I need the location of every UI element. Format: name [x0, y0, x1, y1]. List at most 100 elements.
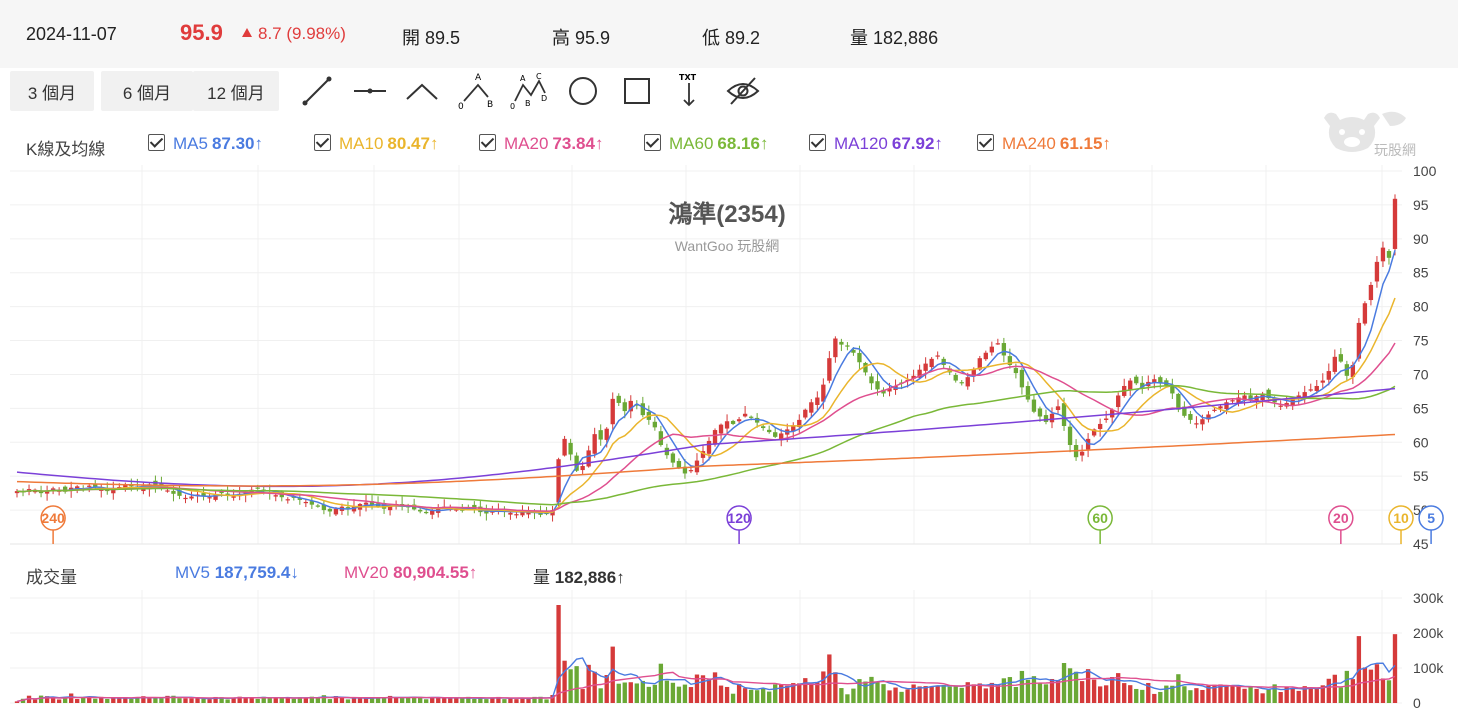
candle-body — [706, 440, 712, 454]
candle-body — [1079, 451, 1085, 456]
candle-body — [363, 502, 369, 505]
rectangle-tool-icon[interactable] — [617, 71, 657, 111]
range-3m-button[interactable]: 3 個月 — [10, 71, 94, 111]
ma60-line — [16, 384, 1396, 506]
candle-body — [1134, 376, 1139, 384]
candle-body — [1007, 356, 1013, 365]
ma20-toggle[interactable]: MA20 73.84↑ — [479, 134, 603, 154]
volume-bar — [779, 684, 784, 703]
candle-body — [1097, 423, 1103, 430]
ma10-toggle[interactable]: MA10 80.47↑ — [314, 134, 438, 154]
volume-bar — [351, 697, 357, 703]
candle-body — [117, 487, 122, 489]
ma240-toggle[interactable]: MA240 61.15↑ — [977, 134, 1111, 154]
volume-bar — [297, 697, 302, 703]
volume-bar — [399, 698, 405, 703]
candle-body — [333, 508, 339, 515]
volume-bar — [44, 696, 50, 703]
candle-body — [1278, 405, 1283, 407]
candle-body — [1025, 386, 1031, 400]
candle-body — [965, 377, 970, 387]
candle-body — [574, 455, 579, 471]
mv5-value: 187,759.4 — [214, 563, 291, 582]
candle-body — [676, 461, 682, 469]
ma120-toggle[interactable]: MA120 67.92↑ — [809, 134, 943, 154]
volume-bar — [773, 684, 778, 703]
candle-body — [1037, 408, 1043, 417]
volume-bar — [1212, 684, 1217, 703]
candle-body — [430, 510, 435, 515]
candle-body — [1019, 369, 1025, 388]
volume-bar — [99, 696, 104, 703]
volume-bar — [207, 699, 212, 703]
volume-bar — [375, 697, 381, 703]
candle-body — [1212, 409, 1217, 411]
candle-body — [62, 486, 68, 492]
volume-bar — [929, 686, 934, 703]
candle-body — [959, 382, 964, 384]
volume-bar — [381, 697, 387, 703]
ma20-label: MA20 — [504, 134, 549, 153]
candle-body — [640, 403, 645, 416]
volume-bar — [333, 696, 339, 703]
volume-bar — [249, 697, 254, 703]
checkbox-icon[interactable] — [644, 134, 661, 151]
volume-bar — [1013, 686, 1019, 703]
period-marker-label: 240 — [41, 510, 65, 526]
volume-bar — [610, 646, 615, 703]
horizontal-line-tool-icon[interactable] — [350, 71, 390, 111]
volume-bar — [989, 682, 994, 703]
candle-body — [700, 451, 706, 458]
angle-tool-icon[interactable] — [402, 71, 442, 111]
candle-body — [1116, 395, 1121, 408]
checkbox-icon[interactable] — [479, 134, 496, 151]
candle-body — [1236, 397, 1241, 403]
candle-body — [911, 375, 916, 379]
candle-body — [568, 442, 573, 455]
range-6m-button[interactable]: 6 個月 — [101, 71, 193, 111]
volume-bar — [363, 698, 369, 703]
svg-text:D: D — [541, 94, 547, 103]
abc-pattern-tool-icon[interactable]: A 0 B — [456, 71, 496, 111]
candle-body — [321, 504, 327, 511]
volume-bar — [694, 674, 700, 703]
volume-bar — [532, 696, 537, 703]
price-chart[interactable]: 1009590858075706560555045鴻準(2354)WantGoo… — [0, 165, 1458, 550]
volume-bar — [1140, 689, 1145, 703]
candle-body — [99, 489, 104, 491]
candle-body — [809, 402, 814, 413]
candle-body — [1320, 380, 1325, 383]
candle-body — [983, 352, 988, 360]
line-tool-icon[interactable] — [297, 71, 337, 111]
period-marker-label: 10 — [1393, 510, 1409, 526]
volume-bar — [520, 697, 525, 703]
volume-bar — [129, 698, 134, 703]
abcd-pattern-tool-icon[interactable]: A C 0 B D — [509, 71, 549, 111]
circle-tool-icon[interactable] — [563, 71, 603, 111]
volume-bar — [261, 696, 266, 703]
checkbox-icon[interactable] — [977, 134, 994, 151]
checkbox-icon[interactable] — [314, 134, 331, 151]
quote-high-label: 高 — [552, 28, 570, 48]
hide-drawings-icon[interactable] — [723, 71, 763, 111]
candle-body — [285, 499, 290, 501]
candle-body — [201, 493, 206, 496]
candle-body — [586, 450, 591, 467]
ma60-toggle[interactable]: MA60 68.16↑ — [644, 134, 768, 154]
volume-chart[interactable]: 300k 200k 100k 0 — [0, 590, 1458, 718]
volume-bar — [14, 701, 20, 703]
ma5-toggle[interactable]: MA5 87.30↑ — [148, 134, 263, 154]
volume-bar — [833, 672, 838, 703]
candle-body — [165, 490, 170, 492]
checkbox-icon[interactable] — [148, 134, 165, 151]
volume-bar — [1097, 686, 1103, 703]
range-12m-button[interactable]: 12 個月 — [193, 71, 279, 111]
volume-bar — [436, 697, 441, 703]
checkbox-icon[interactable] — [809, 134, 826, 151]
candle-body — [773, 432, 778, 437]
text-tool-icon[interactable]: TXT — [670, 71, 710, 111]
candle-body — [171, 490, 176, 494]
volume-bar — [1308, 688, 1313, 703]
candle-body — [387, 506, 393, 511]
candle-body — [1001, 343, 1007, 356]
